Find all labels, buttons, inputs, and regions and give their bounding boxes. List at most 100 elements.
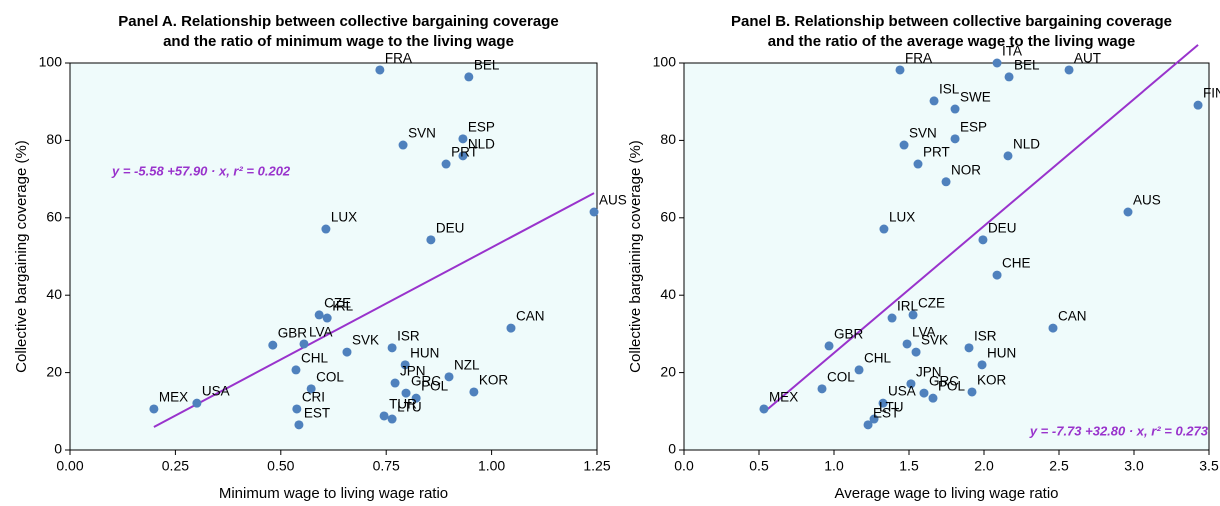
y-tick-label: 20 — [660, 363, 676, 379]
y-tick-label: 100 — [653, 54, 677, 70]
y-axis-label: Collective bargaining coverage (%) — [13, 140, 30, 373]
point — [192, 398, 202, 408]
point-label: LTU — [397, 400, 422, 415]
point-label: HUN — [987, 345, 1016, 360]
x-tick-label: 0.25 — [162, 458, 189, 474]
point-label: CHE — [1002, 256, 1031, 271]
chart-title: Panel A. Relationship between collective… — [118, 13, 558, 30]
point — [458, 151, 468, 161]
point — [398, 140, 408, 150]
point-label: CAN — [1058, 309, 1087, 324]
point-label: CRI — [302, 390, 325, 405]
point-label: GRC — [411, 374, 441, 389]
chart-title: and the ratio of minimum wage to the liv… — [163, 33, 514, 50]
point-label: COL — [316, 369, 344, 384]
x-tick-label: 1.25 — [583, 458, 610, 474]
x-axis-label: Average wage to living wage ratio — [834, 485, 1058, 502]
fit-line — [763, 44, 1199, 414]
y-tick-label: 80 — [660, 131, 676, 147]
x-tick-label: 0.5 — [749, 458, 769, 474]
point — [379, 411, 389, 421]
point-label: AUS — [599, 193, 627, 208]
point — [299, 339, 309, 349]
x-tick-label: 0.50 — [267, 458, 294, 474]
point — [929, 96, 939, 106]
point — [887, 313, 897, 323]
point — [908, 310, 918, 320]
panel: Panel B. Relationship between collective… — [627, 13, 1220, 502]
point-label: FRA — [385, 51, 412, 66]
fit-label: y = -7.73 +32.80 · x, r² = 0.273 — [1029, 423, 1209, 438]
x-tick-label: 0.00 — [56, 458, 83, 474]
point-label: AUS — [1133, 193, 1161, 208]
point-label: TUR — [389, 397, 417, 412]
point — [878, 398, 888, 408]
point-label: POL — [421, 379, 449, 394]
point-label: SVN — [909, 126, 937, 141]
point — [902, 339, 912, 349]
point-label: MEX — [159, 390, 188, 405]
point — [292, 404, 302, 414]
point-label: KOR — [479, 373, 509, 388]
point — [375, 65, 385, 75]
point — [387, 414, 397, 424]
panel: Panel A. Relationship between collective… — [13, 13, 627, 502]
y-tick-label: 100 — [39, 54, 63, 70]
point — [149, 404, 159, 414]
x-axis-label: Minimum wage to living wage ratio — [219, 485, 448, 502]
point-label: HUN — [410, 345, 439, 360]
x-tick-label: 1.5 — [899, 458, 919, 474]
point-label: PRT — [451, 145, 478, 160]
point — [589, 207, 599, 217]
x-tick-label: 2.5 — [1049, 458, 1069, 474]
x-tick-label: 0.0 — [674, 458, 694, 474]
chart-title: Panel B. Relationship between collective… — [731, 13, 1172, 30]
point — [992, 270, 1002, 280]
point — [1064, 65, 1074, 75]
point — [759, 404, 769, 414]
y-tick-label: 0 — [54, 441, 62, 457]
point — [978, 235, 988, 245]
point-label: ITA — [1002, 44, 1022, 59]
point-label: ESP — [960, 119, 987, 134]
point-label: ISR — [397, 328, 420, 343]
point-label: IRL — [897, 299, 919, 314]
point — [322, 313, 332, 323]
point — [950, 104, 960, 114]
fit-label: y = -5.58 +57.90 · x, r² = 0.202 — [111, 163, 291, 178]
point-label: ISR — [974, 328, 997, 343]
point-label: USA — [888, 384, 916, 399]
x-tick-label: 3.0 — [1124, 458, 1144, 474]
point — [314, 310, 324, 320]
point — [854, 365, 864, 375]
point — [390, 378, 400, 388]
point-label: SVK — [921, 333, 948, 348]
point-label: FIN — [1203, 86, 1220, 101]
point — [941, 177, 951, 187]
point-label: USA — [202, 384, 230, 399]
point-label: NLD — [468, 136, 495, 151]
point-label: GBR — [834, 326, 864, 341]
point — [321, 224, 331, 234]
y-axis-label: Collective bargaining coverage (%) — [627, 140, 644, 373]
x-tick-label: 0.75 — [373, 458, 400, 474]
point-label: CHL — [301, 350, 328, 365]
point-label: CZE — [918, 295, 945, 310]
point-label: LVA — [912, 325, 936, 340]
point — [964, 343, 974, 353]
point-label: FRA — [905, 51, 932, 66]
x-tick-label: 1.0 — [824, 458, 844, 474]
point — [817, 384, 827, 394]
point — [1004, 72, 1014, 82]
point-label: NOR — [951, 162, 981, 177]
plot-area — [69, 62, 598, 451]
point — [411, 393, 421, 403]
point-label: CZE — [324, 295, 351, 310]
point-label: MEX — [769, 390, 798, 405]
point — [464, 72, 474, 82]
point — [306, 384, 316, 394]
y-tick-label: 40 — [660, 286, 676, 302]
point — [291, 365, 301, 375]
point — [426, 235, 436, 245]
